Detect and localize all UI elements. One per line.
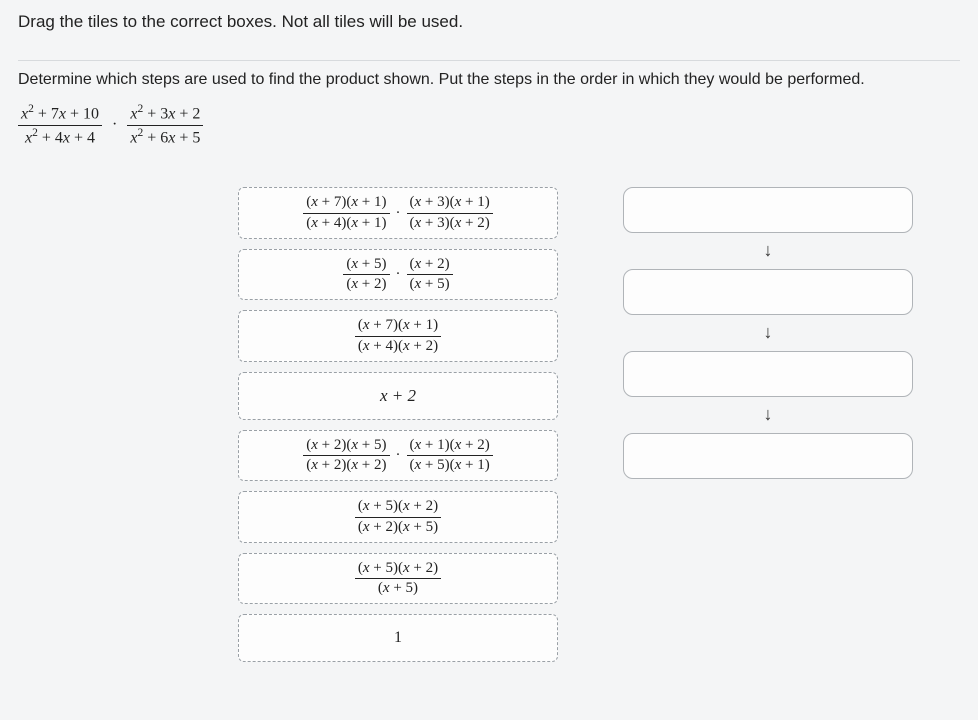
drop-slot[interactable]: [623, 351, 913, 397]
answer-tile[interactable]: (x + 5)(x + 2)(x + 5): [238, 553, 558, 605]
tiles-column: (x + 7)(x + 1)(x + 4)(x + 1)·(x + 3)(x +…: [238, 187, 558, 662]
given-frac-2: x2 + 3x + 2 x2 + 6x + 5: [127, 103, 203, 147]
work-area: (x + 7)(x + 1)(x + 4)(x + 1)·(x + 3)(x +…: [18, 187, 960, 662]
answer-tile[interactable]: 1: [238, 614, 558, 662]
answer-tile[interactable]: (x + 7)(x + 1)(x + 4)(x + 1)·(x + 3)(x +…: [238, 187, 558, 239]
instruction-text: Drag the tiles to the correct boxes. Not…: [18, 12, 960, 32]
times-dot: ·: [106, 116, 123, 134]
drop-slot[interactable]: [623, 433, 913, 479]
down-arrow-icon: ↓: [764, 233, 773, 269]
drop-slot[interactable]: [623, 187, 913, 233]
question-page: Drag the tiles to the correct boxes. Not…: [0, 0, 978, 674]
answer-tile[interactable]: x + 2: [238, 372, 558, 420]
answer-tile[interactable]: (x + 7)(x + 1)(x + 4)(x + 2): [238, 310, 558, 362]
down-arrow-icon: ↓: [764, 315, 773, 351]
prompt-text: Determine which steps are used to find t…: [18, 71, 960, 89]
given-frac-1: x2 + 7x + 10 x2 + 4x + 4: [18, 103, 102, 147]
answer-tile[interactable]: (x + 2)(x + 5)(x + 2)(x + 2)·(x + 1)(x +…: [238, 430, 558, 482]
answer-tile[interactable]: (x + 5)(x + 2)·(x + 2)(x + 5): [238, 249, 558, 301]
down-arrow-icon: ↓: [764, 397, 773, 433]
answer-tile[interactable]: (x + 5)(x + 2)(x + 2)(x + 5): [238, 491, 558, 543]
divider: [18, 60, 960, 61]
drop-slots-column: ↓ ↓ ↓: [618, 187, 918, 479]
given-expression: x2 + 7x + 10 x2 + 4x + 4 · x2 + 3x + 2 x…: [18, 103, 203, 147]
drop-slot[interactable]: [623, 269, 913, 315]
